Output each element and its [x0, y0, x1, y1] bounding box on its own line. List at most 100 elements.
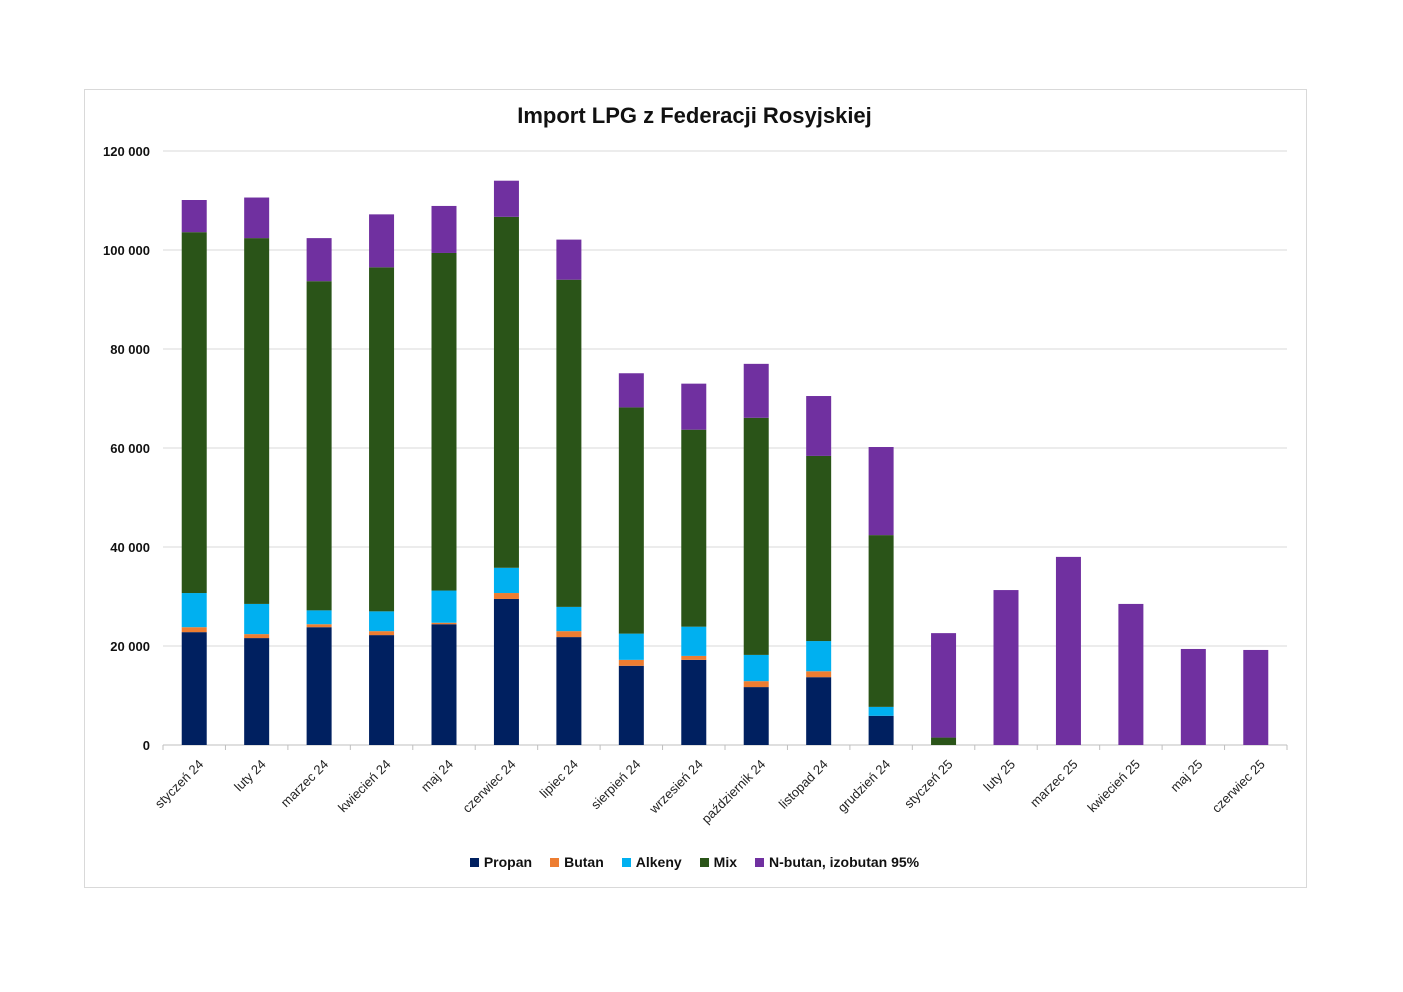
- bar-segment-n-butan-izobutan-95-: [806, 396, 832, 456]
- x-tick-label: kwiecień 25: [1084, 757, 1143, 816]
- bar-segment-alkeny: [681, 626, 707, 656]
- bar-segment-butan: [806, 671, 832, 678]
- bar-segment-alkeny: [431, 590, 457, 623]
- legend-swatch: [469, 857, 479, 867]
- bar-segment-alkeny: [806, 641, 832, 672]
- x-tick-label: styczeń 24: [152, 757, 207, 812]
- legend-swatch: [699, 857, 709, 867]
- x-tick-label: czerwiec 25: [1209, 757, 1268, 816]
- y-tick-label: 20 000: [110, 639, 150, 654]
- legend-item: Mix: [699, 854, 738, 870]
- x-tick-label: wrzesień 24: [646, 757, 706, 817]
- bar-segment-alkeny: [244, 603, 270, 635]
- bar-segment-alkeny: [493, 567, 519, 594]
- bar-segment-butan: [618, 659, 644, 666]
- x-tick-label: lipiec 24: [537, 757, 581, 801]
- x-tick-label: grudzień 24: [835, 757, 894, 816]
- bar-segment-mix: [493, 216, 519, 568]
- legend-label: Alkeny: [635, 854, 682, 870]
- y-tick-label: 40 000: [110, 540, 150, 555]
- bar-segment-butan: [181, 627, 207, 633]
- bar-segment-alkeny: [556, 606, 582, 632]
- bar-segment-alkeny: [369, 611, 395, 632]
- bar-segment-butan: [681, 655, 707, 660]
- bar-segment-butan: [306, 624, 332, 628]
- y-tick-label: 60 000: [110, 441, 150, 456]
- bar-segment-butan: [556, 631, 582, 638]
- bar-segment-butan: [493, 593, 519, 599]
- bar-segment-mix: [369, 267, 395, 612]
- bar-segment-propan: [806, 677, 832, 745]
- y-tick-label: 0: [143, 738, 150, 753]
- x-tick-label: listopad 24: [776, 757, 831, 812]
- legend-item: N-butan, izobutan 95%: [755, 854, 919, 870]
- x-tick-label: styczeń 25: [901, 757, 956, 812]
- bar-segment-propan: [369, 635, 395, 745]
- bar-segment-n-butan-izobutan-95-: [306, 238, 332, 282]
- bar-segment-n-butan-izobutan-95-: [993, 590, 1019, 745]
- y-tick-label: 100 000: [103, 243, 150, 258]
- bar-segment-propan: [306, 627, 332, 745]
- bar-segment-alkeny: [181, 593, 207, 628]
- bar-segment-mix: [306, 281, 332, 611]
- legend-swatch: [550, 857, 560, 867]
- bar-segment-alkeny: [743, 654, 769, 682]
- bar-segment-n-butan-izobutan-95-: [1118, 603, 1144, 745]
- bar-segment-n-butan-izobutan-95-: [181, 200, 207, 233]
- bar-segment-mix: [931, 737, 957, 745]
- bar-segment-mix: [868, 535, 894, 707]
- legend: Propan Butan Alkeny Mix N-butan, izobutan 95…: [84, 854, 1305, 870]
- bar-segment-mix: [556, 279, 582, 607]
- bar-segment-butan: [369, 631, 395, 636]
- bar-segment-mix: [181, 232, 207, 594]
- legend-label: Mix: [713, 854, 738, 870]
- bar-segment-n-butan-izobutan-95-: [369, 214, 395, 268]
- legend-item: Propan: [469, 854, 533, 870]
- x-tick-label: marzec 24: [278, 757, 332, 811]
- bar-segment-n-butan-izobutan-95-: [493, 180, 519, 217]
- bar-segment-propan: [431, 624, 457, 745]
- y-tick-label: 80 000: [110, 342, 150, 357]
- chart-title: Import LPG z Federacji Rosyjskiej: [517, 103, 872, 128]
- bar-segment-n-butan-izobutan-95-: [618, 373, 644, 408]
- bar-segment-n-butan-izobutan-95-: [931, 633, 957, 738]
- x-tick-label: marzec 25: [1027, 757, 1081, 811]
- bar-segment-n-butan-izobutan-95-: [244, 197, 270, 239]
- bar-segment-mix: [244, 238, 270, 604]
- x-tick-label: październik 24: [698, 757, 768, 827]
- bar-segment-propan: [244, 638, 270, 745]
- legend-label: Butan: [564, 854, 604, 870]
- legend-item: Alkeny: [621, 854, 682, 870]
- bar-segment-n-butan-izobutan-95-: [431, 205, 457, 253]
- bar-segment-n-butan-izobutan-95-: [556, 239, 582, 280]
- legend-item: Butan: [550, 854, 604, 870]
- bar-segment-propan: [681, 659, 707, 745]
- legend-label: N-butan, izobutan 95%: [769, 854, 920, 870]
- bar-segment-propan: [181, 632, 207, 745]
- bar-segment-n-butan-izobutan-95-: [1055, 556, 1081, 745]
- legend-label: Propan: [483, 854, 533, 870]
- bar-segment-alkeny: [618, 633, 644, 660]
- bar-segment-alkeny: [306, 610, 332, 625]
- bar-segment-propan: [868, 715, 894, 745]
- bar-segment-n-butan-izobutan-95-: [743, 363, 769, 418]
- x-tick-label: luty 25: [980, 757, 1018, 795]
- bar-segment-butan: [743, 681, 769, 688]
- legend-swatch: [621, 857, 631, 867]
- bar-segment-alkeny: [868, 706, 894, 716]
- bar-segment-butan: [431, 622, 457, 625]
- bar-segment-mix: [806, 455, 832, 642]
- x-tick-label: sierpień 24: [588, 757, 644, 813]
- bar-segment-n-butan-izobutan-95-: [681, 383, 707, 430]
- x-tick-label: maj 24: [418, 757, 456, 795]
- bar-segment-propan: [743, 687, 769, 745]
- bar-segment-mix: [618, 407, 644, 634]
- x-tick-label: luty 24: [231, 757, 269, 795]
- bar-segment-n-butan-izobutan-95-: [868, 447, 894, 536]
- bar-segment-mix: [681, 429, 707, 627]
- bar-segment-n-butan-izobutan-95-: [1180, 648, 1206, 745]
- bar-segment-propan: [556, 637, 582, 745]
- x-tick-label: czerwiec 24: [459, 757, 518, 816]
- bar-segment-butan: [244, 634, 270, 639]
